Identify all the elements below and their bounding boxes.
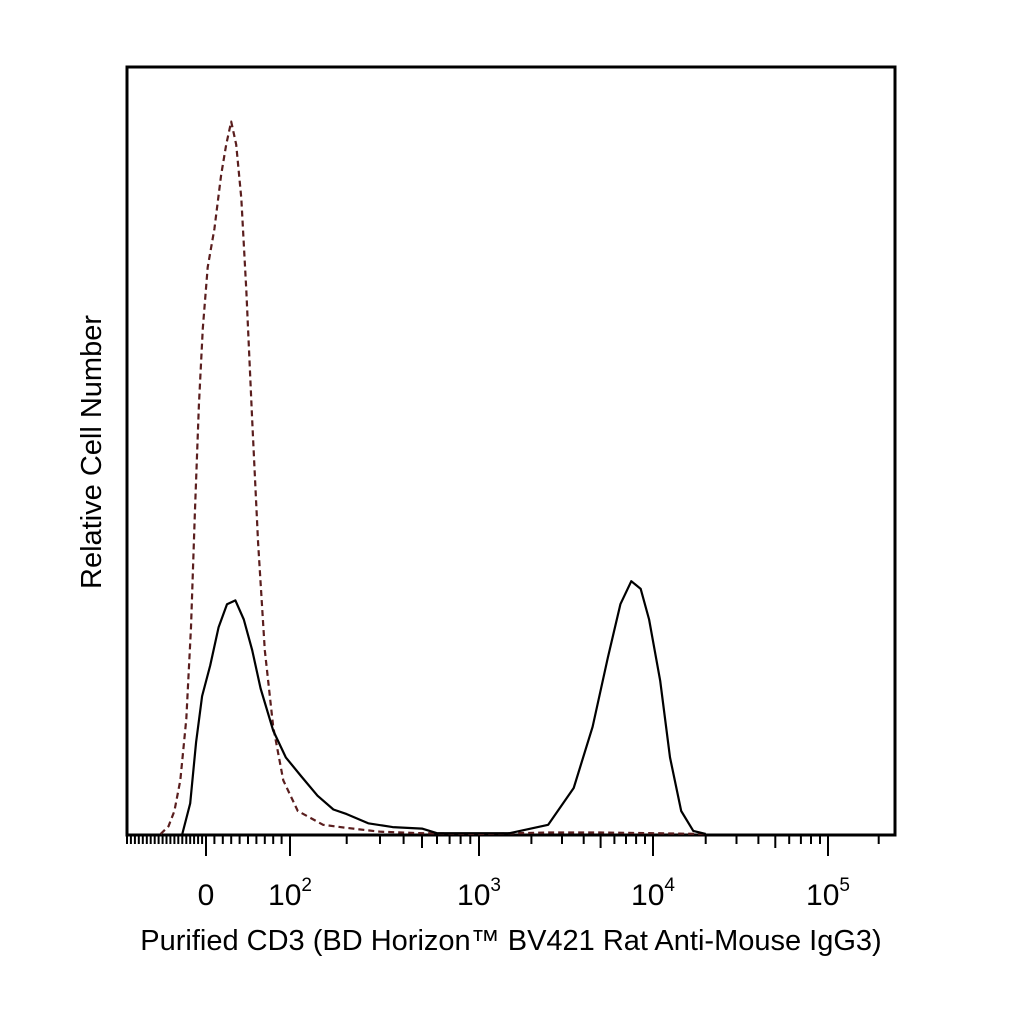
histogram-series-dashed bbox=[159, 120, 706, 836]
x-tick-label: 103 bbox=[457, 875, 501, 912]
series-layer bbox=[159, 120, 706, 836]
histogram-series-solid bbox=[181, 580, 706, 836]
x-tick-label: 102 bbox=[268, 875, 312, 912]
x-tick-label: 105 bbox=[806, 875, 850, 912]
x-axis-title: Purified CD3 (BD Horizon™ BV421 Rat Anti… bbox=[140, 925, 881, 957]
x-tick-label: 104 bbox=[631, 875, 675, 912]
y-axis-title: Relative Cell Number bbox=[76, 315, 108, 589]
x-axis-ticks bbox=[126, 836, 880, 856]
x-tick-label: 0 bbox=[198, 879, 215, 912]
x-axis-tick-labels: 0 102 103 104 105 bbox=[198, 875, 850, 912]
plot-area-frame bbox=[125, 65, 897, 837]
